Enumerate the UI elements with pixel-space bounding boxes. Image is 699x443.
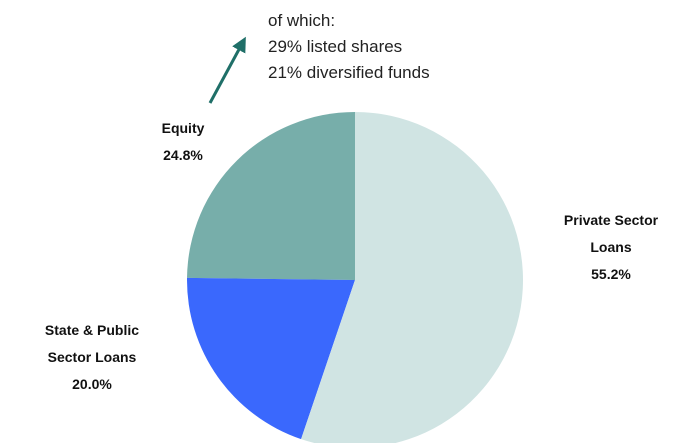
value-label: 24.8%	[163, 147, 203, 163]
category-label: State & Public Sector Loans	[44, 322, 140, 365]
annotation-line: 29% listed shares	[268, 37, 403, 56]
category-label: Private Sector Loans	[563, 212, 659, 255]
annotation-line: of which:	[268, 11, 336, 30]
slice-label: State & Public Sector Loans 20.0%	[22, 317, 162, 398]
slice-label: Private Sector Loans 55.2%	[545, 207, 677, 288]
pie-slice	[301, 112, 523, 443]
value-label: 55.2%	[591, 266, 631, 282]
pie-slice	[186, 277, 355, 440]
arrow	[208, 36, 246, 104]
annotation-line: 21% diversified funds	[268, 63, 430, 82]
value-label: 20.0%	[72, 376, 112, 392]
pie-slice	[187, 112, 355, 280]
category-label: Equity	[161, 120, 205, 136]
slice-label: Equity 24.8%	[133, 115, 233, 169]
annotation: of which: 29% listed shares 21% diversif…	[268, 8, 430, 86]
